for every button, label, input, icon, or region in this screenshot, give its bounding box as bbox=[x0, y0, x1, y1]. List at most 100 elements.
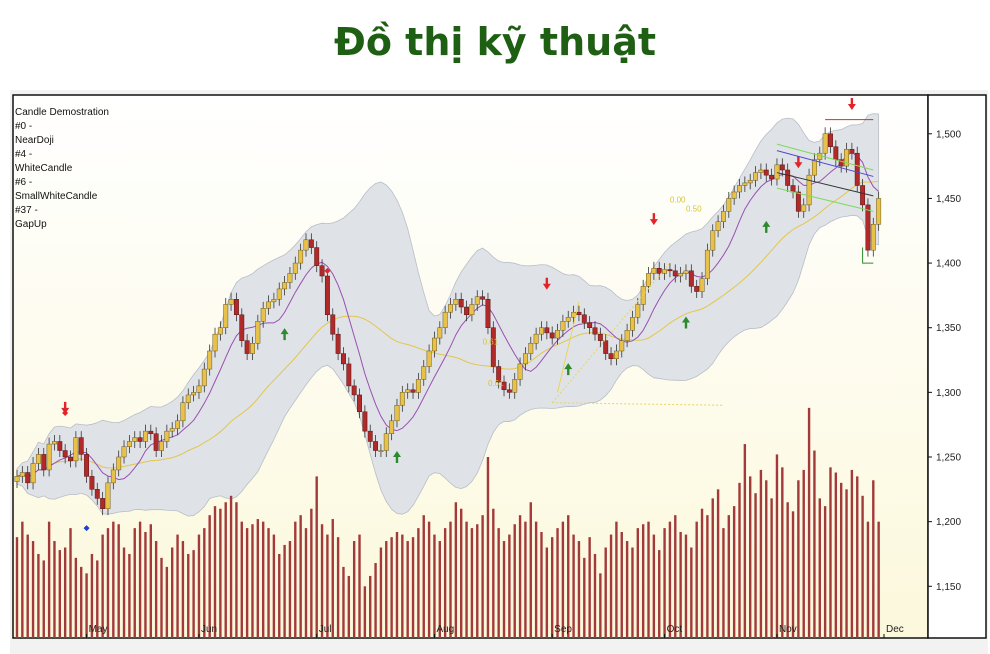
candle-body bbox=[544, 327, 550, 334]
volume-bar bbox=[759, 469, 763, 638]
candle-body bbox=[844, 149, 849, 167]
candle-body bbox=[389, 420, 395, 434]
volume-bar bbox=[486, 457, 490, 638]
volume-bar bbox=[261, 521, 265, 638]
volume-bar bbox=[567, 515, 570, 638]
candle-body bbox=[276, 288, 282, 300]
volume-bar bbox=[465, 521, 468, 638]
candle-body bbox=[774, 164, 780, 180]
volume-bar bbox=[278, 553, 281, 638]
volume-bar bbox=[829, 467, 832, 638]
x-tick-label: Dec bbox=[886, 624, 904, 635]
volume-bar bbox=[540, 531, 543, 638]
legend-line: #6 - bbox=[15, 177, 32, 188]
candle-body bbox=[405, 389, 411, 393]
volume-bar bbox=[219, 508, 222, 638]
volume-bar bbox=[518, 515, 522, 638]
volume-bar bbox=[786, 502, 789, 638]
candle-body bbox=[565, 317, 571, 322]
volume-bar bbox=[550, 537, 554, 638]
volume-bar bbox=[460, 508, 463, 638]
candle-body bbox=[485, 299, 491, 328]
volume-bar bbox=[310, 508, 313, 638]
candle-body bbox=[341, 353, 346, 365]
volume-bar bbox=[572, 534, 575, 638]
y-tick-label: 1,300 bbox=[936, 388, 961, 399]
volume-bar bbox=[775, 454, 779, 638]
volume-bar bbox=[299, 515, 302, 638]
volume-bar bbox=[593, 553, 597, 638]
volume-bar bbox=[160, 557, 163, 638]
x-tick-label: Oct bbox=[667, 624, 683, 635]
volume-bar bbox=[706, 515, 709, 638]
volume-bar bbox=[229, 495, 233, 638]
candle-body bbox=[533, 333, 539, 344]
volume-bar bbox=[577, 541, 581, 638]
candle-body bbox=[282, 282, 288, 290]
candle-body bbox=[233, 299, 239, 316]
candle-body bbox=[62, 450, 68, 458]
candle-body bbox=[394, 405, 400, 422]
y-tick-label: 1,400 bbox=[936, 259, 961, 270]
candle-body bbox=[720, 211, 726, 222]
volume-bar bbox=[802, 469, 805, 638]
volume-bar bbox=[235, 502, 238, 638]
candle-body bbox=[148, 430, 154, 434]
volume-bar bbox=[192, 550, 195, 638]
candle-body bbox=[490, 327, 496, 367]
volume-bar bbox=[74, 557, 78, 638]
x-tick-label: Sep bbox=[554, 624, 572, 635]
candle-body bbox=[52, 441, 57, 445]
candle-body bbox=[373, 441, 379, 451]
volume-bar bbox=[80, 566, 83, 638]
volume-bar bbox=[652, 534, 656, 638]
candle-body bbox=[506, 389, 512, 393]
candle-body bbox=[742, 182, 748, 186]
candle-body bbox=[688, 270, 694, 287]
candle-body bbox=[357, 394, 362, 413]
volume-bar bbox=[208, 515, 211, 638]
candle-body bbox=[865, 204, 871, 251]
candle-body bbox=[790, 185, 796, 193]
candle-body bbox=[517, 363, 523, 380]
volume-bar bbox=[379, 547, 383, 638]
candle-body bbox=[319, 265, 325, 277]
volume-bar bbox=[438, 541, 441, 638]
volume-bar bbox=[454, 502, 458, 638]
volume-bar bbox=[684, 534, 688, 638]
candle-body bbox=[785, 169, 791, 186]
volume-bar bbox=[42, 560, 45, 638]
candle-body bbox=[94, 489, 100, 499]
candle-body bbox=[726, 198, 732, 212]
volume-bar bbox=[807, 407, 811, 638]
candle-body bbox=[715, 221, 721, 231]
volume-bar bbox=[320, 524, 324, 638]
volume-bar bbox=[47, 521, 51, 638]
volume-bar bbox=[385, 541, 388, 638]
candle-body bbox=[769, 174, 775, 180]
candle-body bbox=[287, 273, 293, 283]
volume-bar bbox=[738, 482, 741, 638]
bollinger-band bbox=[16, 113, 880, 517]
volume-bar bbox=[197, 534, 201, 638]
volume-bar bbox=[524, 521, 527, 638]
candle-body bbox=[57, 441, 63, 451]
candle-body bbox=[201, 368, 207, 387]
candle-body bbox=[453, 299, 459, 305]
volume-bar bbox=[390, 537, 393, 638]
candle-body bbox=[244, 340, 250, 354]
candle-body bbox=[378, 450, 384, 452]
volume-bar bbox=[877, 521, 880, 638]
volume-bar bbox=[679, 531, 682, 638]
volume-bar bbox=[663, 528, 666, 638]
legend-line: #4 - bbox=[15, 149, 32, 160]
volume-bar bbox=[26, 534, 29, 638]
volume-bar bbox=[245, 528, 249, 638]
volume-bar bbox=[224, 502, 227, 638]
candle-body bbox=[330, 314, 336, 335]
candle-body bbox=[528, 342, 534, 354]
volume-bar bbox=[112, 521, 115, 638]
candle-body bbox=[84, 454, 90, 477]
volume-bar bbox=[406, 541, 409, 638]
fib-line bbox=[557, 301, 580, 393]
